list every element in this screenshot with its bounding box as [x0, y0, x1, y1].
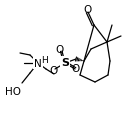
- Text: HO: HO: [5, 86, 21, 96]
- Text: O: O: [56, 45, 64, 55]
- Text: O: O: [72, 63, 80, 73]
- Text: N: N: [34, 59, 42, 68]
- Text: O: O: [83, 5, 91, 15]
- Text: O: O: [49, 65, 57, 75]
- Text: H: H: [41, 56, 47, 65]
- Text: S: S: [61, 58, 69, 67]
